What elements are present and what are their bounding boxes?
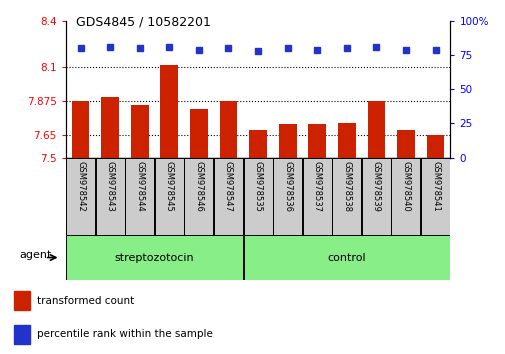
Text: GSM978543: GSM978543 xyxy=(106,161,115,211)
Text: GDS4845 / 10582201: GDS4845 / 10582201 xyxy=(76,16,211,29)
Bar xyxy=(14,291,29,310)
Bar xyxy=(190,109,208,158)
Bar xyxy=(219,101,237,158)
Bar xyxy=(14,325,29,344)
Text: GSM978541: GSM978541 xyxy=(430,161,439,211)
Bar xyxy=(160,65,178,158)
Bar xyxy=(337,123,355,158)
Bar xyxy=(308,124,325,158)
Bar xyxy=(131,104,148,158)
Text: transformed count: transformed count xyxy=(36,296,134,306)
Bar xyxy=(391,158,420,235)
Text: GSM978536: GSM978536 xyxy=(283,161,291,212)
Bar xyxy=(214,158,242,235)
Text: percentile rank within the sample: percentile rank within the sample xyxy=(36,329,212,339)
Bar xyxy=(243,235,449,280)
Bar xyxy=(248,130,267,158)
Bar xyxy=(420,158,449,235)
Text: GSM978537: GSM978537 xyxy=(312,161,321,212)
Text: agent: agent xyxy=(20,250,52,260)
Bar xyxy=(101,97,119,158)
Bar xyxy=(243,158,272,235)
Text: GSM978538: GSM978538 xyxy=(341,161,350,212)
Bar xyxy=(95,158,124,235)
Bar xyxy=(332,158,361,235)
Text: GSM978544: GSM978544 xyxy=(135,161,144,211)
Bar xyxy=(426,135,443,158)
Text: GSM978535: GSM978535 xyxy=(253,161,262,211)
Bar xyxy=(125,158,154,235)
Bar xyxy=(396,130,414,158)
Bar xyxy=(278,124,296,158)
Bar xyxy=(155,158,183,235)
Bar xyxy=(66,235,242,280)
Text: GSM978540: GSM978540 xyxy=(400,161,410,211)
Text: GSM978542: GSM978542 xyxy=(76,161,85,211)
Text: control: control xyxy=(327,252,366,263)
Bar xyxy=(302,158,331,235)
Bar xyxy=(66,158,95,235)
Bar xyxy=(367,101,384,158)
Bar xyxy=(361,158,390,235)
Text: GSM978546: GSM978546 xyxy=(194,161,203,211)
Bar xyxy=(184,158,213,235)
Text: GSM978545: GSM978545 xyxy=(165,161,174,211)
Text: streptozotocin: streptozotocin xyxy=(115,252,194,263)
Text: GSM978547: GSM978547 xyxy=(224,161,232,211)
Bar xyxy=(72,101,89,158)
Text: GSM978539: GSM978539 xyxy=(371,161,380,211)
Bar xyxy=(273,158,301,235)
